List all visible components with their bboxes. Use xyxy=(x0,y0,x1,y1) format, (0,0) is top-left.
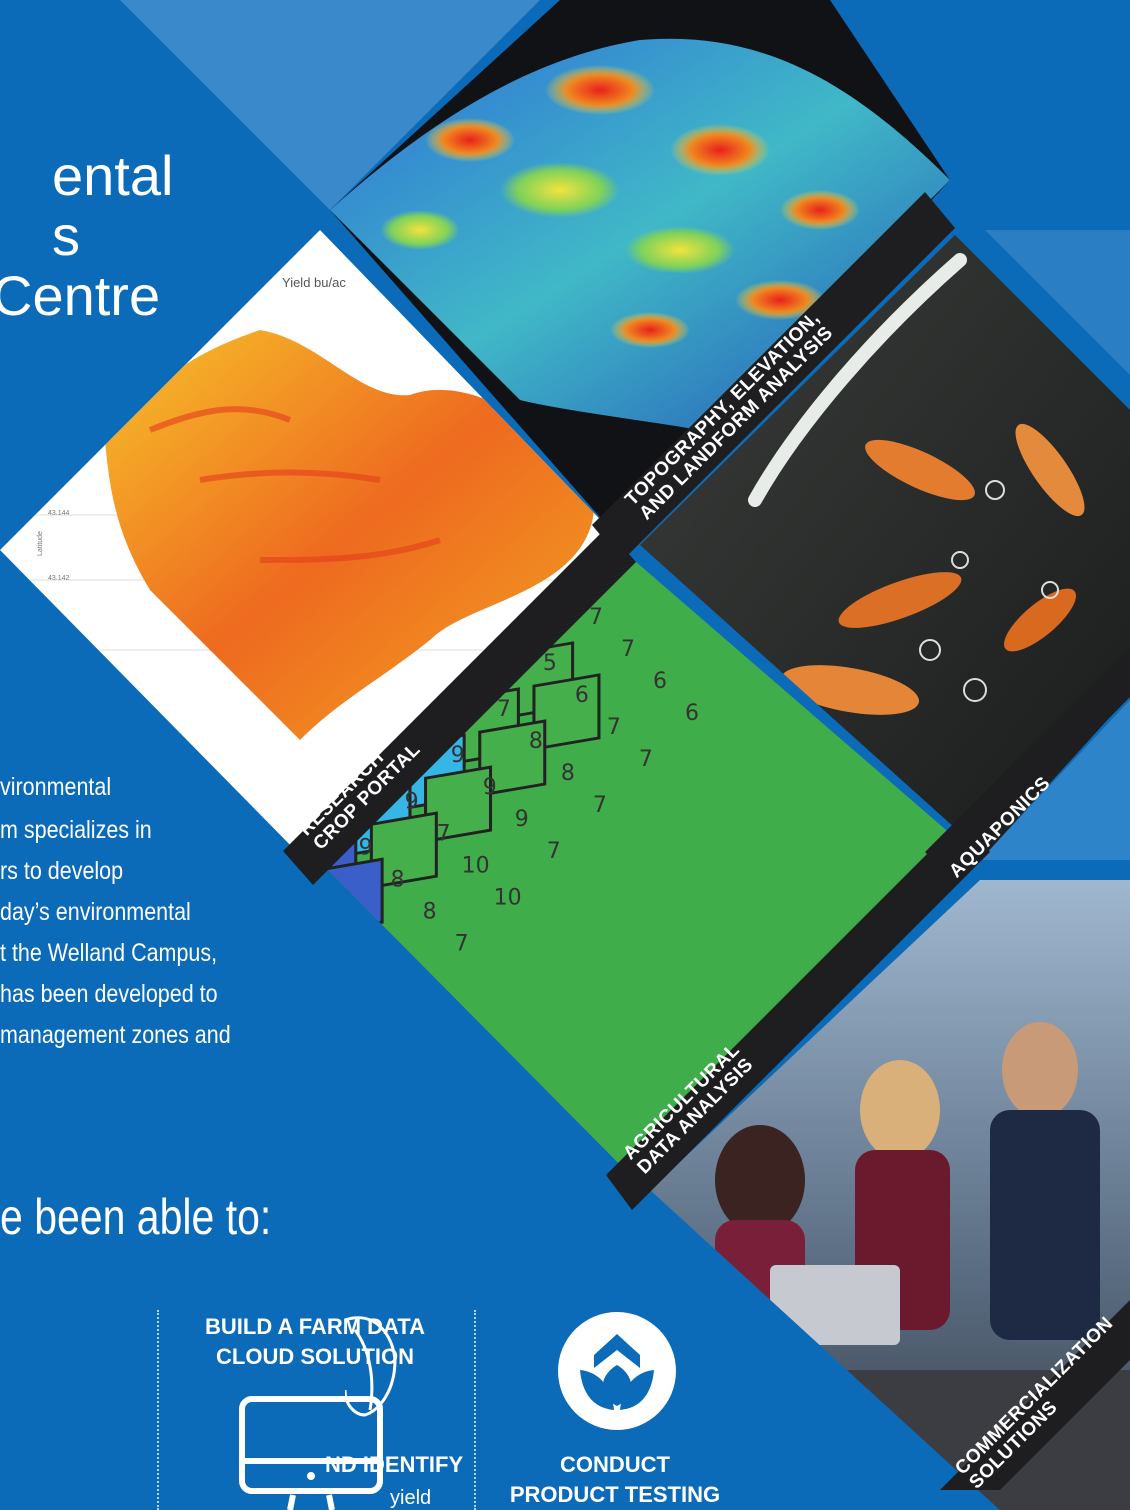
grid-cell-number: 7 xyxy=(639,747,653,772)
grid-cell-number: 8 xyxy=(423,899,437,924)
grid-cell-number: 7 xyxy=(621,637,635,662)
page-title-line-1: ental xyxy=(52,144,174,207)
feature-label-testing: CONDUCT PRODUCT TESTING xyxy=(509,1452,721,1507)
grid-cell-number: 10 xyxy=(494,885,522,910)
sprout-house-icon xyxy=(558,1312,676,1430)
body-line: has been developed to xyxy=(0,980,218,1008)
body-line: management zones and xyxy=(0,1021,231,1049)
grid-cell-number: 6 xyxy=(653,669,667,694)
grid-cell xyxy=(237,873,302,947)
body-line: rs to develop xyxy=(0,857,124,885)
chart-title: Yield bu/ac xyxy=(282,275,346,290)
grid-cell-number: 7 xyxy=(437,821,451,846)
grid-cell xyxy=(131,745,196,819)
grid-cell-number: 7 xyxy=(607,715,621,740)
body-line: t the Welland Campus, xyxy=(0,939,218,967)
grid-cell-number: 9 xyxy=(483,775,497,800)
grid-cell xyxy=(320,903,330,982)
grid-cell-number: 5 xyxy=(543,651,557,676)
grid-cell-number: 7 xyxy=(547,839,561,864)
grid-cell xyxy=(478,719,547,797)
subheading: e been able to: xyxy=(0,1189,272,1245)
grid-cell xyxy=(184,809,249,883)
grid-cell-number: 7 xyxy=(497,697,511,722)
feature-label-cloud: BUILD A FARM DATA CLOUD SOLUTION xyxy=(205,1314,425,1369)
grid-cell-number: 9 xyxy=(515,807,529,832)
page-title-line-3: Centre xyxy=(0,264,161,327)
body-line: day’s environmental xyxy=(0,898,191,926)
grid-cell-number: 9 xyxy=(405,789,419,814)
grid-cell-number: 8 xyxy=(561,761,575,786)
body-line: vironmental xyxy=(0,773,112,801)
page-title-line-2: s xyxy=(52,204,80,267)
grid-cell-number: 6 xyxy=(575,683,589,708)
grid-cell xyxy=(532,673,601,751)
divider xyxy=(157,1310,159,1510)
monitor-icon xyxy=(239,1396,383,1510)
grid-cell-number: 9 xyxy=(359,835,373,860)
axis-tick: 43.142 xyxy=(48,575,70,582)
grid-cell-number: 9 xyxy=(451,743,465,768)
grid-cell-number: 7 xyxy=(455,931,469,956)
feature-sub-identify: yield xyxy=(390,1487,432,1509)
grid-cell xyxy=(158,777,223,851)
grid-cell xyxy=(369,811,438,890)
body-line: m specializes in xyxy=(0,816,152,844)
grid-cell-number: 10 xyxy=(462,853,490,878)
grid-cell-number: 7 xyxy=(589,605,603,630)
grid-cell-number: 8 xyxy=(391,867,405,892)
grid-cell xyxy=(424,765,493,843)
axis-tick: 43.144 xyxy=(48,510,70,517)
grid-cell-number: 7 xyxy=(593,793,607,818)
grid-cell-number: 6 xyxy=(685,701,699,726)
grid-cell xyxy=(210,841,275,915)
axis-label: Latitude xyxy=(36,531,44,556)
grid-cell-number: 8 xyxy=(529,729,543,754)
feature-label-identify: ND IDENTIFY xyxy=(325,1452,464,1477)
divider xyxy=(474,1310,476,1510)
